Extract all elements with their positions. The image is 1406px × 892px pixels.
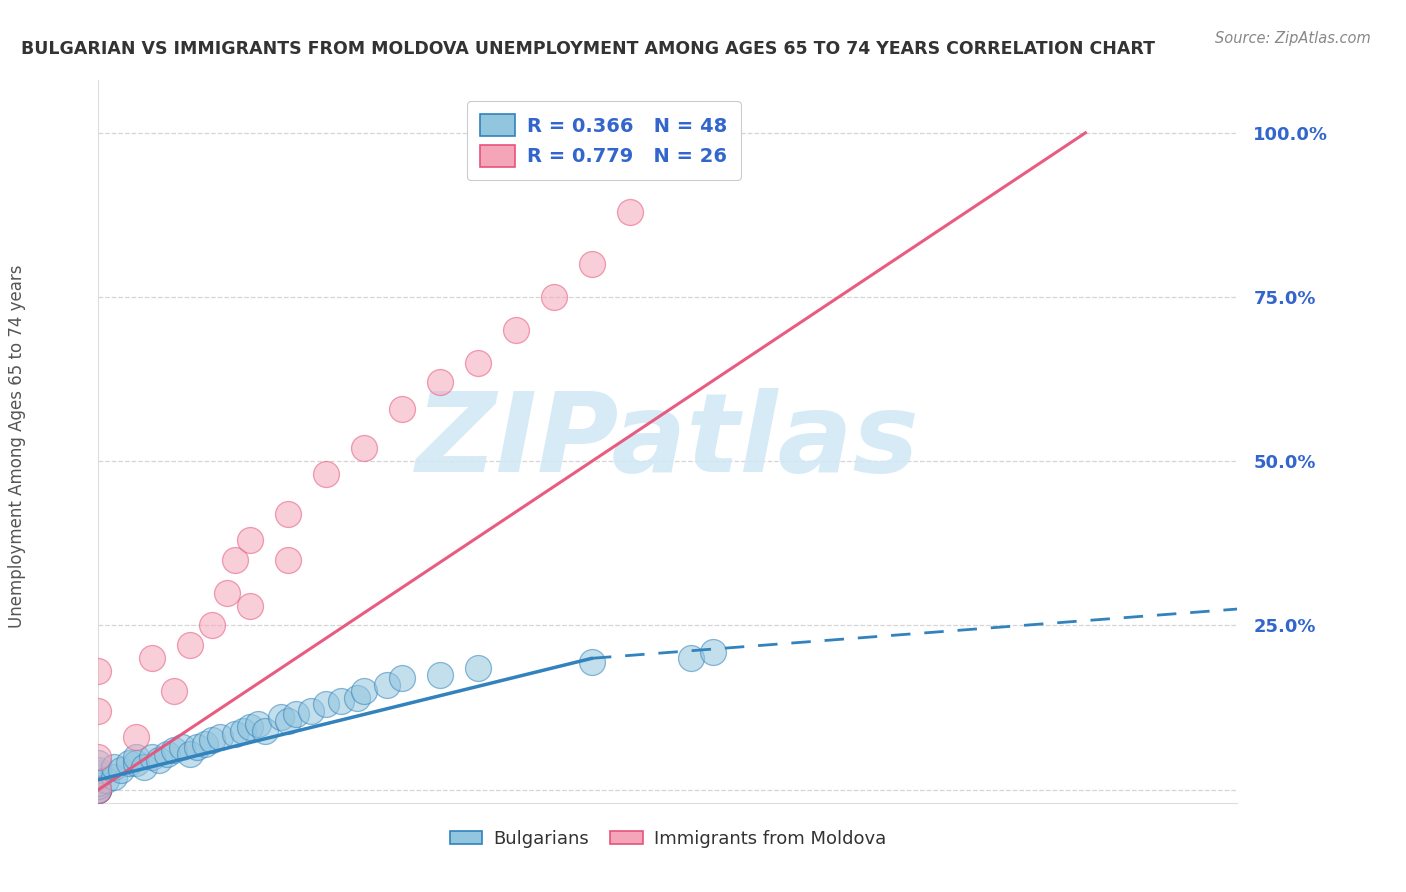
Point — [163, 743, 186, 757]
Legend: Bulgarians, Immigrants from Moldova: Bulgarians, Immigrants from Moldova — [443, 822, 893, 855]
Point — [702, 645, 724, 659]
Point — [429, 376, 451, 390]
Point — [277, 714, 299, 728]
Point — [179, 638, 201, 652]
Point — [391, 401, 413, 416]
Point — [110, 763, 132, 777]
Point — [277, 553, 299, 567]
Point — [299, 704, 322, 718]
Point — [87, 770, 110, 784]
Point — [87, 704, 110, 718]
Point — [170, 739, 193, 754]
Point — [330, 694, 353, 708]
Point — [87, 749, 110, 764]
Point — [87, 766, 110, 780]
Point — [118, 756, 141, 771]
Point — [232, 723, 254, 738]
Point — [657, 126, 679, 140]
Point — [148, 753, 170, 767]
Point — [657, 159, 679, 173]
Point — [224, 727, 246, 741]
Point — [87, 782, 110, 797]
Point — [239, 599, 262, 613]
Text: ZIPatlas: ZIPatlas — [416, 388, 920, 495]
Point — [270, 710, 292, 724]
Point — [87, 782, 110, 797]
Point — [94, 772, 117, 787]
Point — [353, 441, 375, 455]
Point — [284, 707, 307, 722]
Point — [246, 717, 269, 731]
Point — [125, 756, 148, 771]
Point — [467, 661, 489, 675]
Text: Source: ZipAtlas.com: Source: ZipAtlas.com — [1215, 31, 1371, 46]
Point — [141, 749, 163, 764]
Point — [163, 684, 186, 698]
Point — [217, 585, 239, 599]
Point — [103, 770, 125, 784]
Point — [239, 720, 262, 734]
Point — [132, 760, 155, 774]
Point — [239, 533, 262, 547]
Point — [543, 290, 565, 304]
Point — [87, 782, 110, 797]
Point — [505, 323, 527, 337]
Point — [208, 730, 231, 744]
Point — [87, 780, 110, 794]
Point — [679, 651, 702, 665]
Text: Unemployment Among Ages 65 to 74 years: Unemployment Among Ages 65 to 74 years — [8, 264, 25, 628]
Point — [254, 723, 277, 738]
Point — [194, 737, 217, 751]
Point — [103, 760, 125, 774]
Text: BULGARIAN VS IMMIGRANTS FROM MOLDOVA UNEMPLOYMENT AMONG AGES 65 TO 74 YEARS CORR: BULGARIAN VS IMMIGRANTS FROM MOLDOVA UNE… — [21, 40, 1156, 58]
Point — [315, 467, 337, 482]
Point — [201, 618, 224, 632]
Point — [87, 756, 110, 771]
Point — [391, 671, 413, 685]
Point — [156, 747, 179, 761]
Point — [141, 651, 163, 665]
Point — [619, 204, 641, 219]
Point — [224, 553, 246, 567]
Point — [346, 690, 368, 705]
Point — [87, 776, 110, 790]
Point — [125, 749, 148, 764]
Point — [125, 730, 148, 744]
Point — [201, 733, 224, 747]
Point — [87, 782, 110, 797]
Point — [315, 698, 337, 712]
Point — [277, 507, 299, 521]
Point — [87, 665, 110, 679]
Point — [467, 356, 489, 370]
Point — [581, 257, 603, 271]
Point — [375, 677, 398, 691]
Point — [429, 667, 451, 681]
Point — [179, 747, 201, 761]
Point — [186, 739, 208, 754]
Point — [87, 763, 110, 777]
Point — [353, 684, 375, 698]
Point — [581, 655, 603, 669]
Point — [87, 782, 110, 797]
